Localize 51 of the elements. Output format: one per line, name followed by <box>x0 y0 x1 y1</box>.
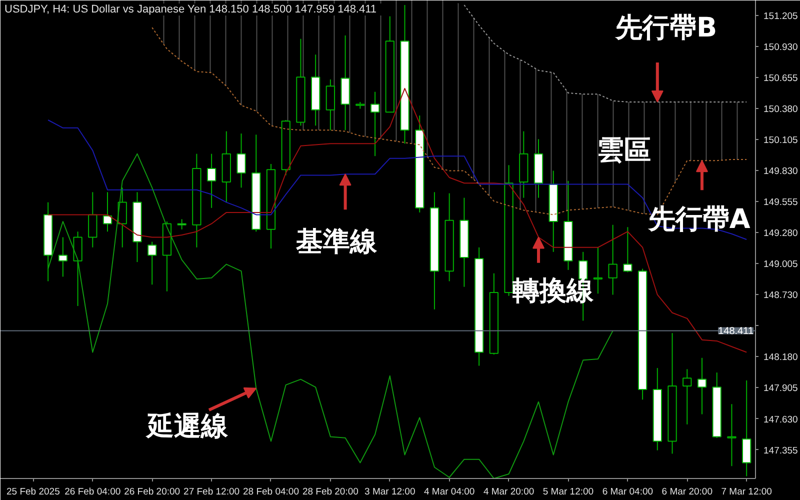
y-tick-label: 147.355 <box>764 445 798 456</box>
x-tick-label: 26 Feb 04:00 <box>64 486 121 498</box>
y-tick-label: 149.830 <box>764 166 798 178</box>
x-tick-label: 25 Feb 2025 <box>6 486 60 498</box>
y-tick-label: 150.930 <box>764 42 798 54</box>
x-tick-label: 7 Mar 12:00 <box>721 486 772 498</box>
candlestick <box>148 241 157 286</box>
candlestick <box>326 78 336 131</box>
candlestick <box>206 153 216 208</box>
candlestick <box>102 192 112 232</box>
candlestick <box>370 91 380 157</box>
x-tick-label: 4 Mar 04:00 <box>424 486 475 498</box>
candlestick <box>697 357 707 415</box>
candlestick <box>608 224 618 296</box>
chart-title: USDJPY, H4: US Dollar vs Japanese Yen 148.150 148.500 147.959 148.411 <box>4 4 377 16</box>
candlestick <box>742 380 752 477</box>
y-tick-label: 150.105 <box>764 135 798 146</box>
candlestick <box>58 236 68 278</box>
x-tick-label: 4 Mar 20:00 <box>483 486 534 498</box>
x-tick-label: 5 Mar 12:00 <box>542 486 594 498</box>
y-tick-label: 149.280 <box>764 228 798 240</box>
candlestick <box>593 246 603 294</box>
candlestick <box>623 226 632 273</box>
series-label: 先行帶B <box>614 12 718 44</box>
y-tick-label: 149.555 <box>764 197 798 208</box>
y-tick-label: 151.205 <box>764 11 798 22</box>
candlestick <box>88 192 98 248</box>
x-tick-label: 3 Mar 12:00 <box>364 486 416 498</box>
y-tick-label: 150.380 <box>764 104 798 116</box>
x-tick-label: 6 Mar 20:00 <box>662 486 712 498</box>
candlestick <box>236 133 246 188</box>
y-tick-label: 149.005 <box>764 259 798 270</box>
y-tick-label: 150.655 <box>764 73 798 84</box>
x-tick-label: 6 Mar 04:00 <box>602 486 654 498</box>
candlestick <box>73 231 82 307</box>
y-tick-label: 148.180 <box>764 352 798 364</box>
candlestick <box>177 218 186 230</box>
x-tick-label: 28 Feb 20:00 <box>302 486 358 498</box>
x-tick-label: 26 Feb 20:00 <box>124 486 180 498</box>
x-tick-label: 28 Feb 04:00 <box>243 486 299 498</box>
y-tick-label: 147.905 <box>764 383 798 394</box>
x-tick-label: 27 Feb 12:00 <box>184 486 240 498</box>
candlestick <box>727 404 736 467</box>
line-series <box>464 4 748 102</box>
series-label: 基準線 <box>294 226 378 258</box>
y-tick-label: 147.630 <box>764 414 798 426</box>
candlestick <box>682 368 692 425</box>
annotation: 雲區 <box>596 134 651 166</box>
series-label: 延遲線 <box>145 410 230 442</box>
ref-line-label: 148.411 <box>718 326 754 338</box>
y-tick-label: 148.730 <box>764 290 798 302</box>
